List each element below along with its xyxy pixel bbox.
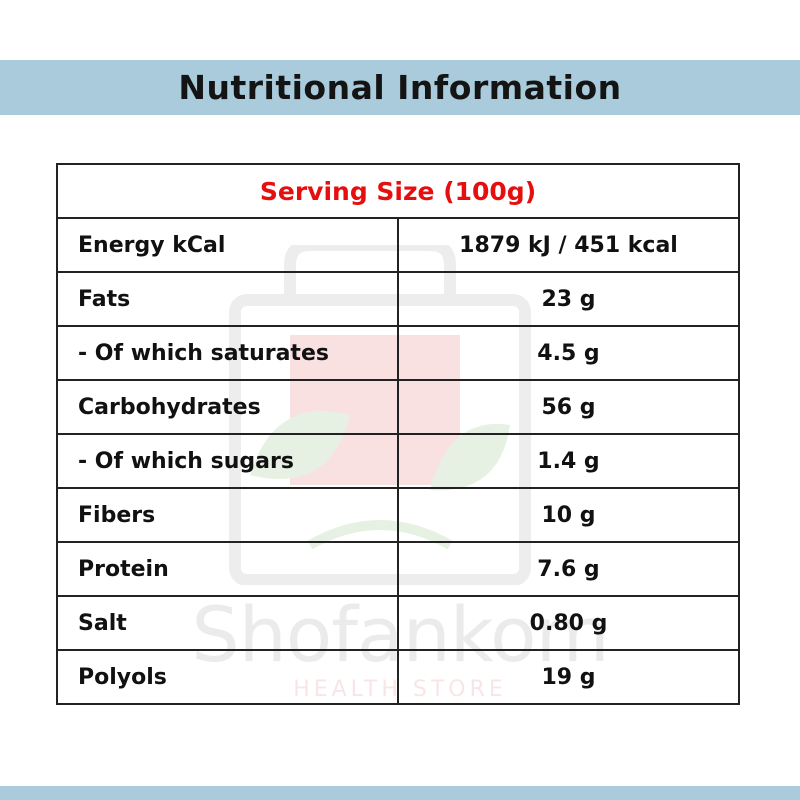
- nutrient-name: Fibers: [56, 487, 399, 543]
- nutrient-name: Energy kCal: [56, 217, 399, 273]
- table-row: - Of which sugars 1.4 g: [56, 433, 740, 489]
- page-title: Nutritional Information: [178, 68, 622, 107]
- nutrient-amount: 4.5 g: [397, 325, 740, 381]
- serving-size-row: Serving Size (100g): [56, 163, 740, 219]
- table-row: Protein 7.6 g: [56, 541, 740, 597]
- nutrient-amount: 0.80 g: [397, 595, 740, 651]
- nutrient-amount: 1879 kJ / 451 kcal: [397, 217, 740, 273]
- footer-band: [0, 786, 800, 800]
- nutrient-name: - Of which sugars: [56, 433, 399, 489]
- nutrient-amount: 7.6 g: [397, 541, 740, 597]
- nutrient-amount: 19 g: [397, 649, 740, 705]
- nutrient-amount: 23 g: [397, 271, 740, 327]
- nutrition-table: Serving Size (100g) Energy kCal 1879 kJ …: [56, 163, 740, 705]
- header-band: Nutritional Information: [0, 60, 800, 115]
- table-row: - Of which saturates 4.5 g: [56, 325, 740, 381]
- nutrient-name: Protein: [56, 541, 399, 597]
- table-row: Salt 0.80 g: [56, 595, 740, 651]
- nutrient-name: Salt: [56, 595, 399, 651]
- table-row: Carbohydrates 56 g: [56, 379, 740, 435]
- table-row: Polyols 19 g: [56, 649, 740, 705]
- table-row: Fibers 10 g: [56, 487, 740, 543]
- nutrient-amount: 10 g: [397, 487, 740, 543]
- nutrient-name: Carbohydrates: [56, 379, 399, 435]
- nutrient-name: Polyols: [56, 649, 399, 705]
- nutrient-name: - Of which saturates: [56, 325, 399, 381]
- nutrient-amount: 1.4 g: [397, 433, 740, 489]
- serving-size: Serving Size (100g): [56, 163, 740, 219]
- nutrient-name: Fats: [56, 271, 399, 327]
- nutrient-amount: 56 g: [397, 379, 740, 435]
- table-row: Energy kCal 1879 kJ / 451 kcal: [56, 217, 740, 273]
- table-row: Fats 23 g: [56, 271, 740, 327]
